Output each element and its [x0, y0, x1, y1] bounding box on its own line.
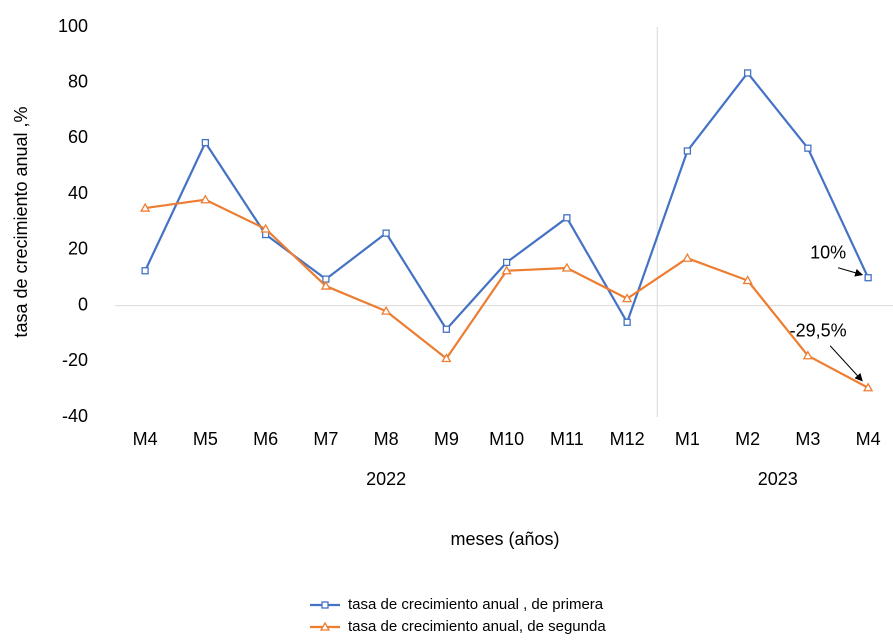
point-marker [802, 350, 813, 360]
x-tick-label: M6 [253, 429, 278, 449]
series-line [144, 71, 870, 331]
y-tick-label: -20 [62, 350, 88, 370]
point-marker [381, 305, 392, 315]
x-tick-label: M1 [675, 429, 700, 449]
group-label: 2022 [366, 469, 406, 489]
x-tick-label: M10 [489, 429, 524, 449]
x-tick-label: M2 [735, 429, 760, 449]
point-marker [622, 293, 633, 303]
annotation-arrow [837, 267, 864, 277]
point-marker [200, 194, 211, 204]
point-marker [320, 280, 331, 290]
x-tick-label: M5 [193, 429, 218, 449]
x-tick-label: M11 [550, 429, 584, 449]
annotation: -29,5% [790, 321, 847, 341]
x-tick-label: M7 [313, 429, 338, 449]
point-marker [563, 214, 571, 222]
point-marker [623, 318, 631, 326]
point-marker [382, 229, 390, 237]
group-label: 2023 [758, 469, 798, 489]
legend-anchor [295, 591, 297, 593]
point-marker [502, 258, 511, 267]
y-tick-label: 40 [68, 183, 88, 203]
y-tick-label: 80 [68, 71, 88, 91]
point-marker [864, 274, 872, 282]
point-marker [442, 325, 451, 333]
point-marker [742, 275, 753, 285]
x-tick-label: M4 [133, 429, 158, 449]
point-marker [260, 223, 271, 233]
point-marker [561, 262, 572, 272]
y-tick-label: 20 [68, 239, 88, 259]
legend-marker [319, 621, 331, 631]
series-line [144, 198, 869, 389]
point-marker [441, 353, 452, 363]
point-marker [141, 267, 149, 275]
y-tick-label: -40 [62, 406, 88, 426]
y-tick-label: 0 [78, 294, 88, 314]
legend-marker [321, 601, 329, 609]
x-axis-title: meses (años) [450, 529, 559, 549]
x-tick-label: M8 [374, 429, 399, 449]
x-tick-label: M3 [795, 429, 820, 449]
x-tick-label: M4 [856, 429, 881, 449]
point-marker [201, 138, 210, 147]
point-marker [501, 265, 512, 275]
point-marker [140, 202, 151, 212]
y-axis-title: tasa de crecimiento anual ,% [11, 106, 31, 337]
point-marker [683, 147, 692, 155]
annotation-arrow [829, 345, 863, 382]
annotation: 10% [810, 242, 846, 262]
y-tick-label: 100 [58, 16, 88, 36]
point-marker [682, 252, 693, 262]
point-marker [863, 382, 874, 392]
point-marker [743, 69, 752, 77]
legend-label: tasa de crecimiento anual , de primera [348, 596, 604, 613]
point-marker [804, 144, 812, 152]
x-tick-label: M12 [610, 429, 645, 449]
x-tick-label: M9 [434, 429, 459, 449]
y-tick-label: 60 [68, 127, 88, 147]
legend-label: tasa de crecimiento anual, de segunda [348, 618, 606, 635]
